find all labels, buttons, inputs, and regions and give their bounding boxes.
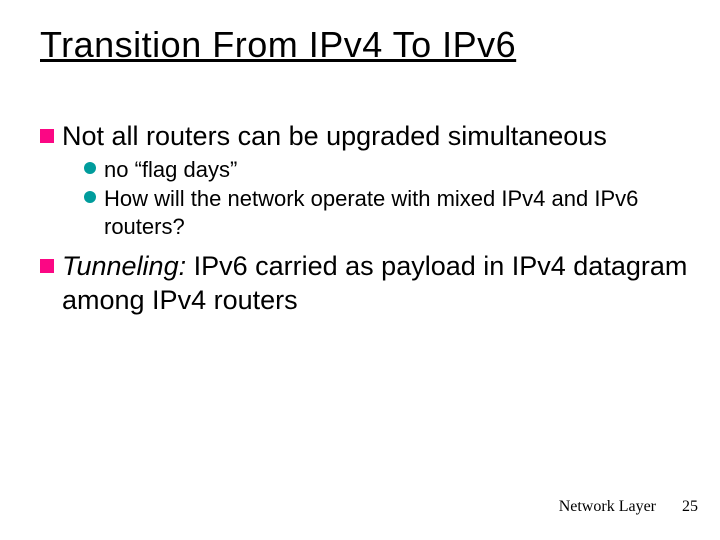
sub-bullets: no “flag days” How will the network oper… (84, 156, 688, 241)
bullet-lead-italic: Tunneling: (62, 251, 186, 281)
slide-body: Not all routers can be upgraded simultan… (40, 114, 688, 320)
bullet-lvl1: Not all routers can be upgraded simultan… (40, 120, 688, 154)
bullet-text: Tunneling: IPv6 carried as payload in IP… (62, 250, 688, 318)
footer-label: Network Layer (559, 498, 656, 516)
slide-title: Transition From IPv4 To IPv6 (40, 24, 516, 66)
square-bullet-icon (40, 129, 54, 143)
bullet-lvl1: Tunneling: IPv6 carried as payload in IP… (40, 250, 688, 318)
footer-page-number: 25 (682, 498, 698, 516)
sub-bullet-text: no “flag days” (104, 156, 237, 184)
bullet-text: Not all routers can be upgraded simultan… (62, 120, 607, 154)
circle-bullet-icon (84, 191, 96, 203)
sub-bullet-text: How will the network operate with mixed … (104, 185, 688, 240)
bullet-lvl2: no “flag days” (84, 156, 688, 184)
circle-bullet-icon (84, 162, 96, 174)
slide: Transition From IPv4 To IPv6 Not all rou… (0, 0, 720, 540)
bullet-lvl2: How will the network operate with mixed … (84, 185, 688, 240)
square-bullet-icon (40, 259, 54, 273)
